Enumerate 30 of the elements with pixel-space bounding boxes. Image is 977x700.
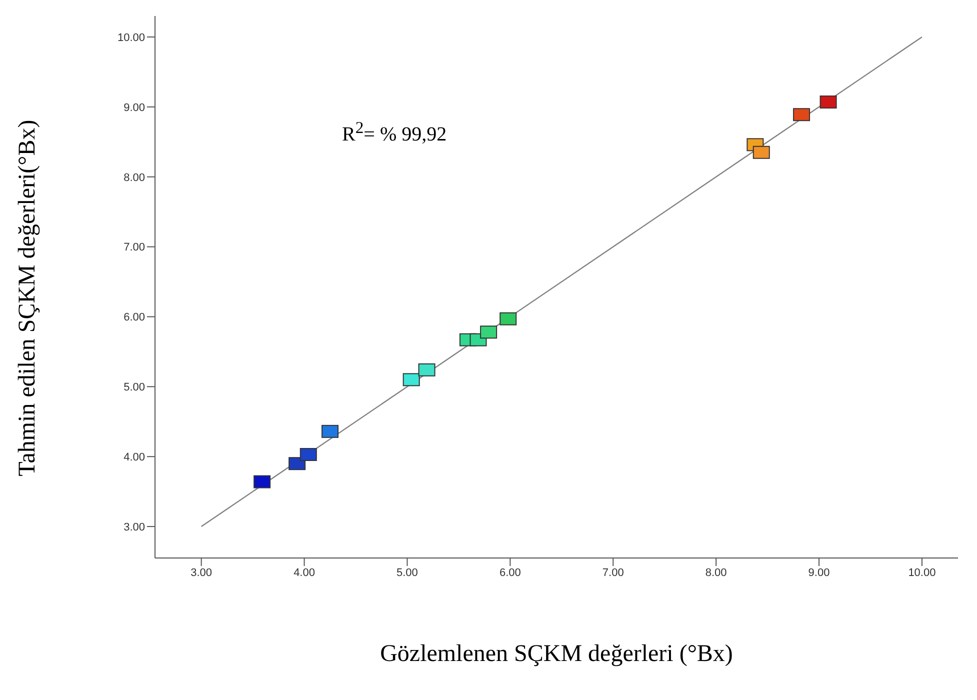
y-tick-label: 3.00 — [124, 521, 145, 534]
point — [288, 457, 306, 470]
annotation: R$^{2}$= % 99,92 — [342, 118, 447, 147]
point — [820, 96, 837, 109]
x-tick-label: 3.00 — [190, 566, 212, 579]
point — [418, 363, 436, 376]
x-tick-label: 10.00 — [908, 566, 936, 579]
x-axis-title: Gözlemlenen SÇKM değerleri (°Bx) — [379, 641, 734, 668]
point — [793, 108, 810, 122]
point — [254, 475, 271, 488]
x-tick-label: 5.00 — [396, 566, 418, 579]
x-tick-label: 6.00 — [499, 566, 521, 579]
point — [402, 373, 420, 386]
point — [322, 424, 339, 438]
x-tick-label: 8.00 — [705, 566, 727, 579]
y-tick-label: 5.00 — [124, 382, 145, 394]
y-tick-label: 6.00 — [124, 312, 145, 324]
point — [500, 312, 517, 326]
point — [752, 146, 770, 159]
y-tick-label: 9.00 — [124, 102, 145, 114]
y-tick-label: 4.00 — [124, 452, 145, 464]
x-tick-label: 7.00 — [602, 566, 624, 579]
point — [480, 326, 498, 339]
x-tick-label: 9.00 — [808, 566, 830, 579]
point — [300, 448, 317, 461]
y-tick-label: 8.00 — [124, 172, 145, 184]
y-tick-label: 7.00 — [124, 242, 145, 254]
y-tick-label: 10.00 — [117, 32, 145, 44]
y-axis-title: Tahmin edilen SÇKM değerleri(°Bx) — [14, 120, 42, 476]
x-tick-label: 4.00 — [294, 566, 315, 579]
